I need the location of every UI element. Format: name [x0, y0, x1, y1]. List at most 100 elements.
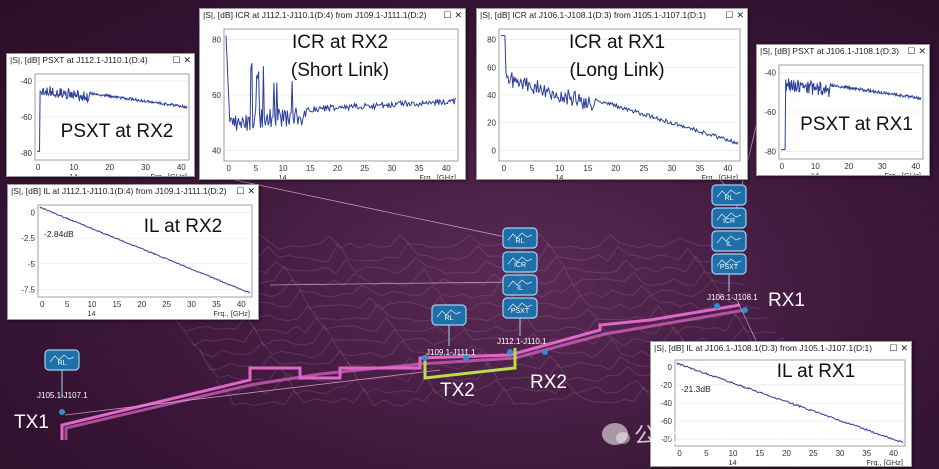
x-tick-label: 10: [279, 164, 288, 173]
x-tick-label: 30: [836, 449, 845, 458]
panel-title: |S|, [dB] PSXT at J106.1-J108.1(D:3): [760, 46, 899, 56]
plot-area: 0 -20 -40 -60 -80 0 5 10 15 20 25 30 35 40 14 Frq., [GH…: [660, 359, 906, 466]
x-tick-label: 5: [704, 449, 709, 458]
y-tick-label: -5: [28, 260, 36, 269]
psxt-icon-rx1[interactable]: PSXT: [711, 253, 747, 275]
panel-title: |S|, [dB] ICR at J112.1-J110.1(D:4) from…: [203, 10, 427, 20]
x-tick-label: 35: [695, 164, 704, 173]
x-axis-label: Frq., [GHz]: [419, 173, 456, 179]
x-axis-label: Frq., [GHz]: [150, 172, 187, 176]
site-label-tx2: TX2: [440, 380, 475, 401]
x-tick-label: 30: [878, 162, 887, 171]
trace-short-link: [423, 348, 517, 380]
x-tick-label: 0: [677, 449, 682, 458]
icr-icon-rx1[interactable]: ICR: [711, 207, 747, 229]
icon-label: PSXT: [511, 308, 530, 315]
s-parameter-curve: [501, 35, 739, 146]
panel-title: |S|, [dB] ICR at J106.1-J108.1(D:3) from…: [480, 10, 706, 20]
x-tick-label: 40: [237, 300, 246, 309]
x-caption: 14: [555, 173, 563, 179]
y-tick-label: -40: [20, 77, 32, 86]
x-tick-label: 20: [782, 449, 791, 458]
port-icon-stacks[interactable]: RL RL RL ICR IL PSXT RL ICR IL PSXT: [44, 184, 747, 398]
close-icon[interactable]: ✕: [736, 9, 744, 20]
panel-il-rx1[interactable]: |S|, [dB] IL at J106.1-J108.1(D:3) from …: [650, 341, 912, 467]
y-tick-label: -2.5: [21, 234, 35, 243]
panel-il-rx2[interactable]: |S|, [dB] IL at J112.1-J110.1(D:4) from …: [7, 184, 259, 320]
maximize-icon[interactable]: ☐: [907, 45, 916, 56]
x-tick-label: 20: [105, 163, 114, 172]
icon-label: RL: [516, 238, 525, 245]
icon-label: RL: [58, 360, 67, 367]
il-icon-rx2[interactable]: IL: [502, 274, 538, 296]
close-icon[interactable]: ✕: [183, 54, 191, 65]
port-label-rx1: J106.1-J108.1: [707, 293, 758, 302]
maximize-icon[interactable]: ☐: [889, 342, 898, 353]
port-label-rx2: J112.1-J110.1: [497, 337, 547, 346]
y-tick-label: -40: [660, 399, 672, 408]
x-tick-label: 30: [667, 164, 676, 173]
panel-title: |S|, [dB] IL at J112.1-J110.1(D:4) from …: [11, 186, 227, 196]
maximize-icon[interactable]: ☐: [172, 54, 181, 65]
psxt-icon-rx2[interactable]: PSXT: [502, 297, 538, 319]
close-icon[interactable]: ✕: [918, 45, 926, 56]
panel-header: |S|, [dB] IL at J112.1-J110.1(D:4) from …: [8, 185, 258, 197]
panel-psxt-rx1[interactable]: |S|, [dB] PSXT at J106.1-J108.1(D:3) ☐ ✕ -…: [756, 44, 930, 176]
rl-icon-rx2[interactable]: RL: [502, 227, 538, 249]
port-label-tx2: J109.1-J111.1: [426, 348, 476, 357]
maximize-icon[interactable]: ☐: [725, 9, 734, 20]
site-label-rx1: RX1: [768, 290, 805, 311]
x-tick-label: 15: [583, 164, 592, 173]
icon-label: RL: [445, 315, 454, 322]
x-tick-label: 10: [555, 164, 564, 173]
close-icon[interactable]: ✕: [454, 9, 462, 20]
y-tick-label: -80: [660, 435, 672, 444]
rl-icon-tx1[interactable]: RL: [44, 349, 80, 371]
wechat-logo-icon: [602, 423, 630, 445]
panel-title: |S|, [dB] IL at J106.1-J108.1(D:3) from …: [654, 343, 873, 353]
panel-header: |S|, [dB] PSXT at J106.1-J108.1(D:3) ☐ ✕: [757, 45, 929, 57]
plot-area: -40 -60 -80 0 10 20 30 40 14 Frq., [GHz]: [764, 64, 924, 175]
y-tick-label: 40: [487, 91, 496, 100]
plot-area: 80 60 40 20 00 5 10 15 20 25 30 35 40 14 Frq., [GHz]: [487, 28, 741, 179]
x-caption: 14: [811, 171, 819, 175]
panel-psxt-rx2[interactable]: |S|, [dB] PSXT at J112.1-J110.1(D:4) ☐ ✕ -…: [6, 53, 195, 177]
x-axis-label: Frq., [GHz]: [701, 173, 738, 179]
rl-icon-tx2[interactable]: RL: [431, 304, 467, 326]
panel-header: |S|, [dB] PSXT at J112.1-J110.1(D:4) ☐ ✕: [7, 54, 194, 66]
x-tick-label: 0: [40, 300, 45, 309]
port-markers: [59, 303, 748, 415]
il-icon-rx1[interactable]: IL: [711, 230, 747, 252]
y-tick-label: -60: [20, 113, 32, 122]
icr-icon-rx2[interactable]: ICR: [502, 251, 538, 273]
rl-icon-rx1[interactable]: RL: [711, 184, 747, 206]
x-tick-label: 40: [723, 164, 732, 173]
x-tick-label: 15: [112, 300, 121, 309]
maximize-icon[interactable]: ☐: [236, 185, 245, 196]
y-tick-label: 0: [31, 208, 36, 217]
close-icon[interactable]: ✕: [247, 185, 255, 196]
y-tick-label: -20: [660, 381, 672, 390]
port-label-tx1: J105.1-J107.1: [37, 391, 88, 400]
panel-icr-rx1[interactable]: |S|, [dB] ICR at J106.1-J108.1(D:3) from…: [476, 8, 748, 180]
s-parameter-curve: [781, 78, 922, 151]
y-tick-label: -40: [764, 69, 776, 78]
maximize-icon[interactable]: ☐: [443, 9, 452, 20]
x-tick-label: 25: [162, 300, 171, 309]
x-tick-label: 0: [226, 164, 231, 173]
watermark: 公众号 · 芯片SIPI设计: [602, 418, 849, 450]
x-tick-label: 15: [755, 449, 764, 458]
icon-label: PSXT: [720, 264, 739, 271]
x-caption: 14: [728, 458, 736, 466]
x-tick-label: 30: [187, 300, 196, 309]
x-axis-label: Frq., [GHz]: [866, 458, 903, 466]
close-icon[interactable]: ✕: [900, 342, 908, 353]
y-tick-label: 60: [487, 63, 496, 72]
x-tick-label: 20: [611, 164, 620, 173]
x-tick-label: 10: [729, 449, 738, 458]
x-tick-label: 25: [360, 164, 369, 173]
panel-icr-rx2[interactable]: |S|, [dB] ICR at J112.1-J110.1(D:4) from…: [199, 8, 466, 180]
x-tick-label: 35: [212, 300, 221, 309]
x-axis-label: Frq., [GHz]: [213, 309, 250, 318]
y-tick-label: 80: [212, 36, 221, 45]
